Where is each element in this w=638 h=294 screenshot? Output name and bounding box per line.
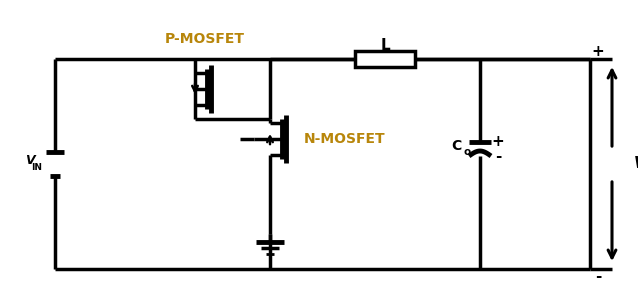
Bar [355, 51, 415, 67]
Text: o: o [464, 147, 471, 157]
Text: C: C [452, 139, 462, 153]
Text: N-MOSFET: N-MOSFET [304, 132, 386, 146]
Text: IN: IN [31, 163, 42, 171]
Text: L: L [380, 39, 390, 54]
Text: -: - [595, 270, 601, 285]
Text: +: + [591, 44, 604, 59]
Text: P-MOSFET: P-MOSFET [165, 32, 245, 46]
Text: V: V [634, 156, 638, 171]
Text: +: + [492, 134, 505, 150]
Text: -: - [495, 148, 501, 163]
Text: V: V [26, 155, 35, 168]
